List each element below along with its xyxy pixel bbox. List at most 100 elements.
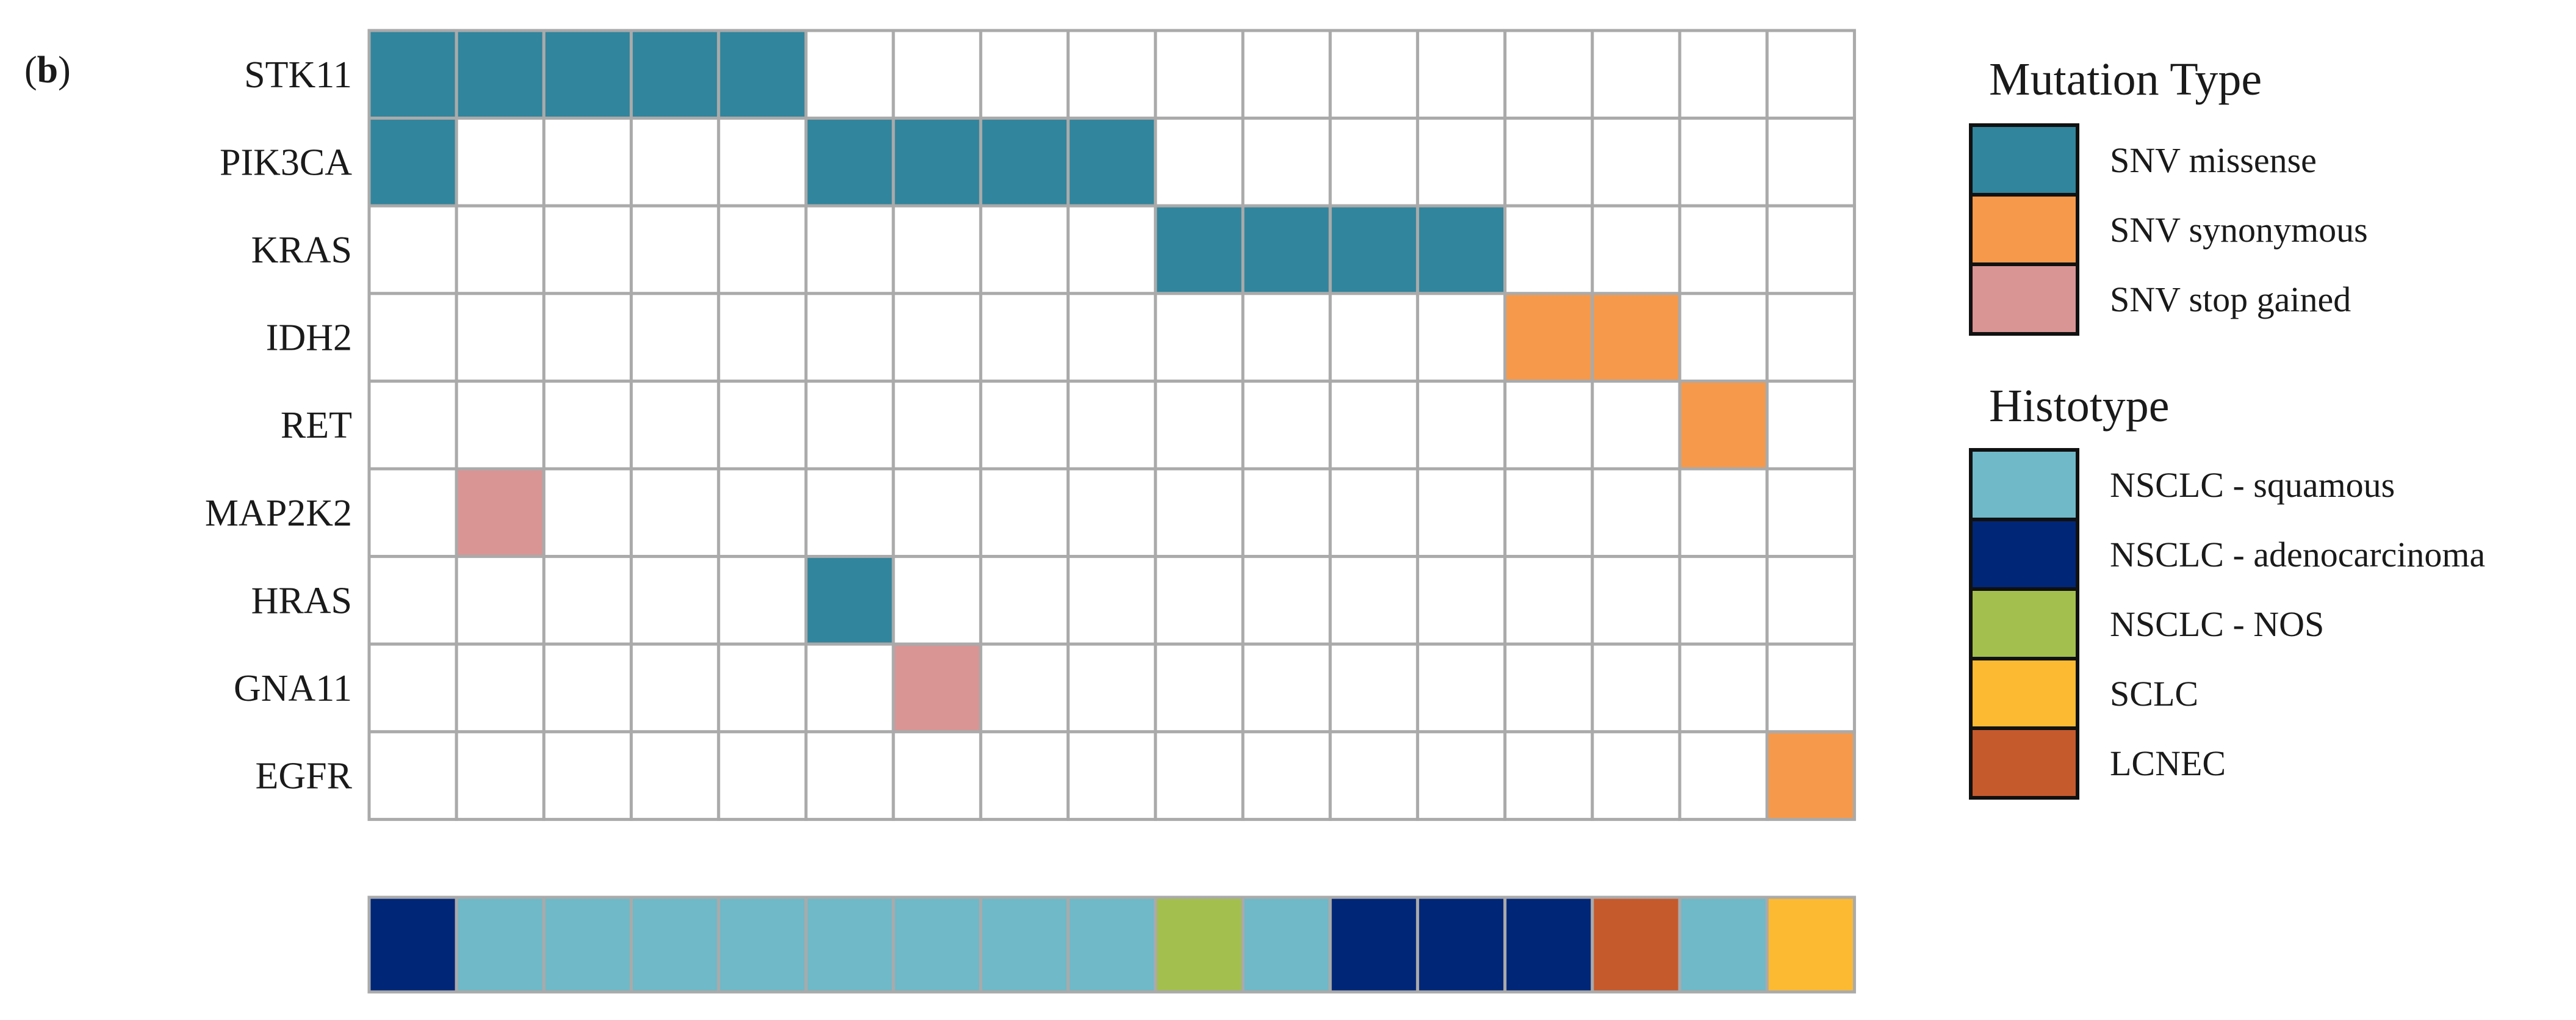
mutation-cell-egfr-7 xyxy=(891,730,982,821)
mutation-cell-ret-17 xyxy=(1765,379,1856,471)
mutation-cell-pik3ca-11 xyxy=(1241,117,1332,208)
histotype-cell-5 xyxy=(717,895,808,994)
mutation-cell-idh2-5 xyxy=(717,292,808,383)
mutation-cell-stk11-6 xyxy=(804,29,895,120)
mutation-cell-stk11-13 xyxy=(1416,29,1507,120)
mutation-cell-map2k2-10 xyxy=(1154,467,1245,559)
mutation-cell-gna11-13 xyxy=(1416,642,1507,734)
mutation-cell-pik3ca-15 xyxy=(1591,117,1682,208)
mutation-cell-egfr-13 xyxy=(1416,730,1507,821)
mutation-cell-kras-4 xyxy=(630,204,721,295)
mutation-cell-egfr-10 xyxy=(1154,730,1245,821)
mutation-cell-egfr-5 xyxy=(717,730,808,821)
mutation-cell-kras-15 xyxy=(1591,204,1682,295)
mutation-cell-gna11-9 xyxy=(1067,642,1157,734)
mutation-cell-map2k2-8 xyxy=(979,467,1070,559)
mutation-cell-egfr-11 xyxy=(1241,730,1332,821)
histotype-cell-11 xyxy=(1241,895,1332,994)
mutation-cell-ret-11 xyxy=(1241,379,1332,471)
mutation-cell-stk11-8 xyxy=(979,29,1070,120)
mutation-cell-egfr-15 xyxy=(1591,730,1682,821)
mutation-cell-stk11-12 xyxy=(1328,29,1419,120)
mutation-cell-map2k2-17 xyxy=(1765,467,1856,559)
mutation-cell-gna11-16 xyxy=(1678,642,1769,734)
mutation-grid xyxy=(367,29,1856,821)
histotype-cell-12 xyxy=(1328,895,1419,994)
mutation-cell-ret-6 xyxy=(804,379,895,471)
mutation-cell-idh2-14 xyxy=(1503,292,1594,383)
mutation-cell-pik3ca-9 xyxy=(1067,117,1157,208)
mutation-cell-hras-16 xyxy=(1678,555,1769,646)
histotype-cell-2 xyxy=(455,895,545,994)
mutation-cell-gna11-8 xyxy=(979,642,1070,734)
mutation-cell-map2k2-12 xyxy=(1328,467,1419,559)
mutation-cell-egfr-3 xyxy=(542,730,633,821)
legend-label-missense: SNV missense xyxy=(2110,140,2317,180)
panel-label-letter: b xyxy=(37,49,59,91)
legend-swatch-synonymous xyxy=(1969,193,2079,266)
mutation-cell-map2k2-4 xyxy=(630,467,721,559)
mutation-cell-gna11-2 xyxy=(455,642,545,734)
mutation-cell-ret-2 xyxy=(455,379,545,471)
gene-label-idh2: IDH2 xyxy=(266,317,352,359)
mutation-cell-map2k2-7 xyxy=(891,467,982,559)
mutation-cell-egfr-8 xyxy=(979,730,1070,821)
histotype-cell-1 xyxy=(367,895,458,994)
mutation-cell-gna11-7 xyxy=(891,642,982,734)
histotype-cell-4 xyxy=(630,895,721,994)
mutation-cell-kras-12 xyxy=(1328,204,1419,295)
gene-label-stk11: STK11 xyxy=(244,54,352,96)
mutation-cell-kras-6 xyxy=(804,204,895,295)
mutation-cell-hras-12 xyxy=(1328,555,1419,646)
mutation-cell-pik3ca-4 xyxy=(630,117,721,208)
mutation-cell-egfr-2 xyxy=(455,730,545,821)
mutation-cell-egfr-1 xyxy=(367,730,458,821)
mutation-cell-stk11-11 xyxy=(1241,29,1332,120)
mutation-cell-pik3ca-10 xyxy=(1154,117,1245,208)
mutation-cell-map2k2-9 xyxy=(1067,467,1157,559)
mutation-cell-map2k2-2 xyxy=(455,467,545,559)
mutation-cell-stk11-16 xyxy=(1678,29,1769,120)
legend-swatch-sclc xyxy=(1969,657,2079,730)
mutation-cell-stk11-9 xyxy=(1067,29,1157,120)
mutation-cell-idh2-8 xyxy=(979,292,1070,383)
legend: Mutation Type SNV missense SNV synonymous S… xyxy=(1969,54,2485,800)
mutation-cell-kras-11 xyxy=(1241,204,1332,295)
mutation-cell-map2k2-6 xyxy=(804,467,895,559)
mutation-cell-idh2-3 xyxy=(542,292,633,383)
legend-swatch-missense xyxy=(1969,123,2079,197)
histotype-cell-9 xyxy=(1067,895,1157,994)
mutation-cell-stk11-17 xyxy=(1765,29,1856,120)
mutation-cell-map2k2-5 xyxy=(717,467,808,559)
legend-label-adeno: NSCLC - adenocarcinoma xyxy=(2110,535,2485,574)
mutation-cell-ret-9 xyxy=(1067,379,1157,471)
mutation-cell-kras-10 xyxy=(1154,204,1245,295)
mutation-cell-hras-11 xyxy=(1241,555,1332,646)
mutation-cell-kras-5 xyxy=(717,204,808,295)
mutation-cell-pik3ca-16 xyxy=(1678,117,1769,208)
mutation-cell-idh2-9 xyxy=(1067,292,1157,383)
mutation-cell-ret-12 xyxy=(1328,379,1419,471)
legend-label-sclc: SCLC xyxy=(2110,674,2198,714)
mutation-cell-ret-10 xyxy=(1154,379,1245,471)
mutation-cell-egfr-14 xyxy=(1503,730,1594,821)
gene-label-map2k2: MAP2K2 xyxy=(205,493,352,534)
mutation-cell-stk11-3 xyxy=(542,29,633,120)
histotype-cell-13 xyxy=(1416,895,1507,994)
mutation-cell-hras-10 xyxy=(1154,555,1245,646)
gene-label-pik3ca: PIK3CA xyxy=(220,142,352,183)
panel-label-open: ( xyxy=(24,49,37,91)
histotype-cell-16 xyxy=(1678,895,1769,994)
mutation-cell-hras-4 xyxy=(630,555,721,646)
mutation-cell-kras-7 xyxy=(891,204,982,295)
mutation-cell-stk11-1 xyxy=(367,29,458,120)
legend-swatch-adeno xyxy=(1969,518,2079,591)
mutation-cell-pik3ca-14 xyxy=(1503,117,1594,208)
mutation-cell-map2k2-1 xyxy=(367,467,458,559)
panel-label-close: ) xyxy=(58,49,71,91)
mutation-cell-stk11-5 xyxy=(717,29,808,120)
mutation-cell-pik3ca-17 xyxy=(1765,117,1856,208)
legend-label-stop: SNV stop gained xyxy=(2110,280,2351,319)
mutation-cell-kras-2 xyxy=(455,204,545,295)
